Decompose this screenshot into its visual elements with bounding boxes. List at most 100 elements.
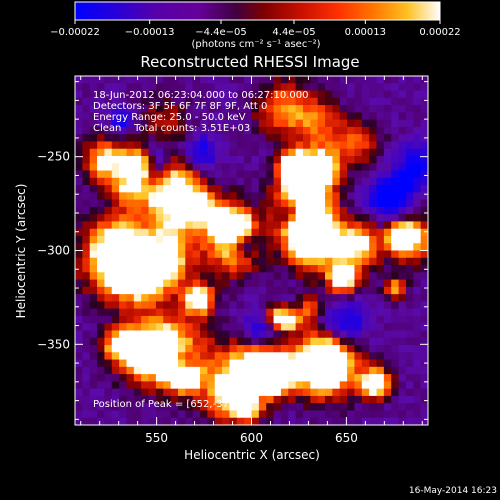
heatmap-cell bbox=[288, 243, 297, 251]
heatmap-cell bbox=[280, 345, 289, 353]
heatmap-cell bbox=[398, 119, 407, 128]
heatmap-cell bbox=[89, 395, 98, 404]
heatmap-cell bbox=[170, 97, 179, 106]
heatmap-cell bbox=[420, 243, 429, 251]
heatmap-cell bbox=[325, 301, 333, 310]
heatmap-cell bbox=[310, 330, 319, 339]
heatmap-cell bbox=[126, 381, 135, 390]
heatmap-cell bbox=[280, 308, 289, 317]
heatmap-cell bbox=[317, 90, 326, 99]
heatmap-cell bbox=[170, 134, 179, 142]
heatmap-cell bbox=[111, 265, 120, 273]
heatmap-cell bbox=[141, 279, 149, 288]
heatmap-cell bbox=[310, 417, 319, 426]
heatmap-cell bbox=[325, 286, 333, 295]
heatmap-cell bbox=[192, 286, 201, 295]
heatmap-cell bbox=[163, 395, 171, 404]
heatmap-cell bbox=[155, 170, 164, 179]
heatmap-cell bbox=[133, 257, 142, 266]
heatmap-cell bbox=[273, 366, 282, 375]
heatmap-cell bbox=[354, 141, 363, 150]
heatmap-cell bbox=[163, 192, 171, 200]
heatmap-cell bbox=[119, 395, 127, 404]
heatmap-cell bbox=[185, 228, 194, 237]
heatmap-cell bbox=[170, 192, 179, 200]
heatmap-cell bbox=[302, 148, 311, 157]
heatmap-cell bbox=[170, 308, 179, 317]
heatmap-cell bbox=[111, 381, 120, 390]
heatmap-cell bbox=[295, 352, 304, 360]
heatmap-cell bbox=[229, 199, 238, 208]
heatmap-cell bbox=[288, 323, 297, 331]
heatmap-cell bbox=[288, 417, 297, 426]
heatmap-cell bbox=[155, 279, 164, 288]
heatmap-cell bbox=[317, 395, 326, 404]
heatmap-cell bbox=[295, 345, 304, 353]
heatmap-cell bbox=[141, 250, 149, 259]
heatmap-cell bbox=[251, 381, 260, 390]
heatmap-cell bbox=[192, 395, 201, 404]
heatmap-cell bbox=[273, 90, 282, 99]
heatmap-cell bbox=[236, 163, 245, 171]
heatmap-cell bbox=[273, 134, 282, 142]
heatmap-cell bbox=[82, 235, 91, 244]
heatmap-cell bbox=[200, 170, 208, 179]
heatmap-cell bbox=[97, 272, 105, 280]
heatmap-cell bbox=[192, 221, 201, 230]
heatmap-cell bbox=[111, 403, 120, 411]
heatmap-cell bbox=[163, 155, 171, 164]
heatmap-cell bbox=[119, 112, 127, 121]
heatmap-cell bbox=[347, 97, 355, 106]
heatmap-cell bbox=[361, 294, 370, 302]
heatmap-cell bbox=[133, 301, 142, 310]
heatmap-cell bbox=[391, 126, 399, 135]
heatmap-cell bbox=[354, 148, 363, 157]
heatmap-cell bbox=[155, 323, 164, 331]
heatmap-cell bbox=[104, 126, 113, 135]
heatmap-cell bbox=[244, 410, 252, 419]
heatmap-cell bbox=[361, 301, 370, 310]
heatmap-cell bbox=[111, 279, 120, 288]
heatmap-cell bbox=[420, 410, 429, 419]
heatmap-cell bbox=[214, 345, 223, 353]
heatmap-cell bbox=[288, 97, 297, 106]
heatmap-cell bbox=[170, 272, 179, 280]
heatmap-cell bbox=[82, 403, 91, 411]
heatmap-cell bbox=[413, 366, 422, 375]
heatmap-cell bbox=[148, 170, 157, 179]
heatmap-cell bbox=[89, 105, 98, 113]
heatmap-cell bbox=[361, 126, 370, 135]
heatmap-cell bbox=[177, 83, 186, 91]
heatmap-cell bbox=[251, 228, 260, 237]
heatmap-cell bbox=[170, 155, 179, 164]
heatmap-cell bbox=[280, 301, 289, 310]
heatmap-cell bbox=[273, 97, 282, 106]
heatmap-cell bbox=[155, 359, 164, 368]
heatmap-cell bbox=[332, 112, 341, 121]
heatmap-cell bbox=[317, 214, 326, 222]
heatmap-cell bbox=[325, 374, 333, 382]
heatmap-cell bbox=[200, 155, 208, 164]
heatmap-cell bbox=[104, 141, 113, 150]
heatmap-cell bbox=[222, 301, 230, 310]
heatmap-cell bbox=[119, 163, 127, 171]
heatmap-cell bbox=[177, 359, 186, 368]
heatmap-cell bbox=[75, 235, 83, 244]
heatmap-cell bbox=[251, 185, 260, 193]
heatmap-cell bbox=[148, 185, 157, 193]
heatmap-cell bbox=[229, 279, 238, 288]
heatmap-cell bbox=[383, 315, 392, 324]
heatmap-cell bbox=[89, 221, 98, 230]
heatmap-cell bbox=[222, 199, 230, 208]
heatmap-cell bbox=[288, 294, 297, 302]
heatmap-cell bbox=[192, 199, 201, 208]
heatmap-cell bbox=[302, 112, 311, 121]
info-annotation: 18-Jun-2012 06:23:04.000 to 06:27:10.000… bbox=[93, 90, 309, 410]
heatmap-cell bbox=[163, 345, 171, 353]
heatmap-cell bbox=[398, 374, 407, 382]
heatmap-cell bbox=[119, 90, 127, 99]
heatmap-cell bbox=[192, 417, 201, 426]
heatmap-cell bbox=[214, 395, 223, 404]
heatmap-cell bbox=[244, 352, 252, 360]
heatmap-cell bbox=[119, 352, 127, 360]
